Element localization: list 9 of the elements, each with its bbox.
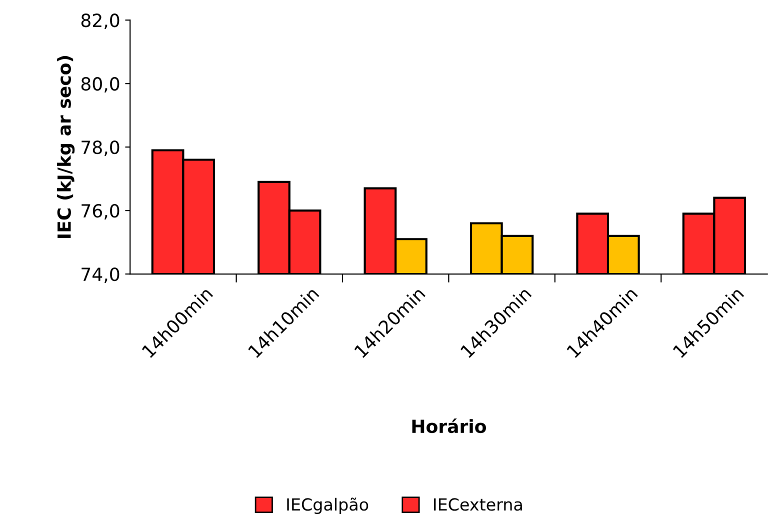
- y-axis-title: IEC (kJ/kg ar seco): [57, 56, 75, 238]
- y-tick-label: 74,0: [82, 267, 120, 283]
- legend-label: IECexterna: [434, 498, 522, 511]
- y-tick-label: 76,0: [82, 204, 120, 220]
- y-tick-label: 78,0: [82, 140, 120, 156]
- y-tick-label: 80,0: [81, 77, 120, 93]
- x-axis-title: Horário: [412, 418, 486, 434]
- y-tick-label: 82,0: [81, 14, 120, 30]
- legend-label: IECgalpão: [287, 498, 368, 514]
